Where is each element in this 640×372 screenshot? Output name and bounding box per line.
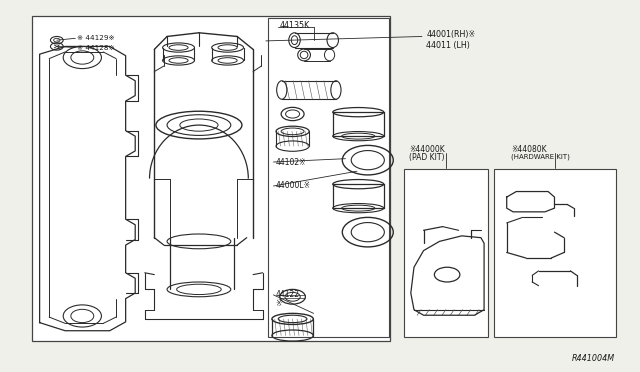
- Text: (HARDWARE KIT): (HARDWARE KIT): [511, 154, 570, 160]
- Text: 44122: 44122: [275, 291, 300, 299]
- Bar: [32, 16, 390, 341]
- Text: ※44080K: ※44080K: [511, 145, 547, 154]
- Bar: [494, 169, 616, 337]
- Text: 44135K: 44135K: [280, 21, 310, 30]
- Text: R441004M: R441004M: [572, 354, 615, 363]
- Text: (PAD KIT): (PAD KIT): [409, 153, 445, 162]
- Text: ※: ※: [275, 299, 282, 308]
- Text: 44001(RH)※: 44001(RH)※: [426, 30, 476, 39]
- Bar: [268, 18, 389, 337]
- Text: ※44000K: ※44000K: [409, 145, 445, 154]
- Text: ※ 44128※: ※ 44128※: [77, 45, 114, 51]
- Text: 44000L※: 44000L※: [275, 182, 310, 190]
- Text: 44011 (LH): 44011 (LH): [426, 41, 470, 50]
- Bar: [404, 169, 488, 337]
- Text: ※ 44129※: ※ 44129※: [77, 35, 114, 41]
- Text: 44102※: 44102※: [275, 157, 306, 167]
